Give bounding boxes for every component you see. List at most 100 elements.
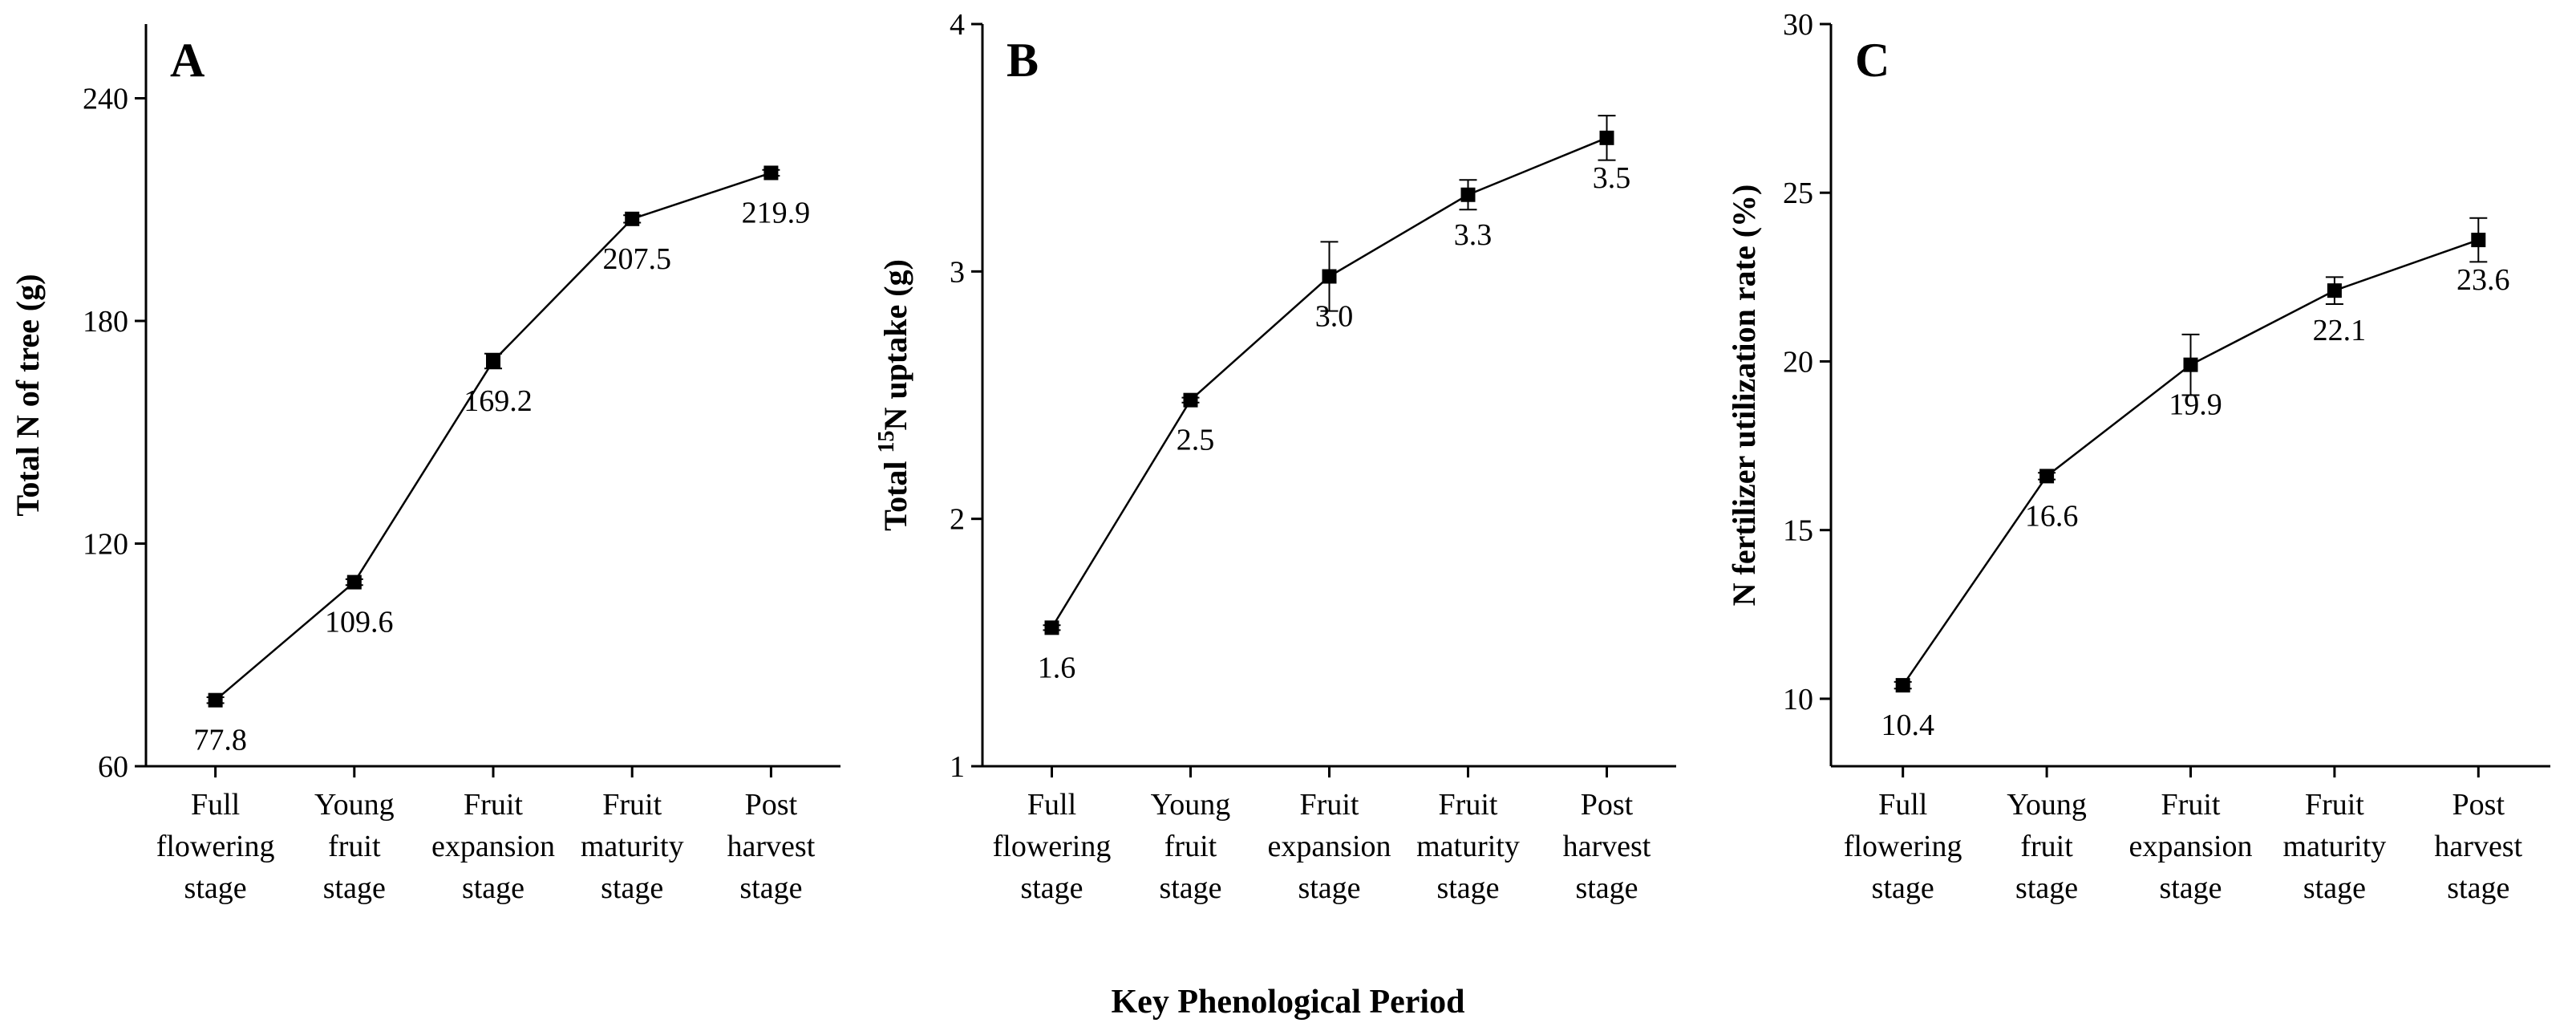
- panel-b-x-tick-label: Post: [1581, 788, 1634, 822]
- panel-c-letter: C: [1855, 34, 1889, 87]
- panel-a-x-tick-label: stage: [601, 871, 663, 905]
- panel-b-letter: B: [1007, 34, 1039, 87]
- panel-b-x-tick-label: Fruit: [1439, 788, 1498, 822]
- panel-c-y-tick-label: 25: [1783, 177, 1813, 210]
- panel-a: 60 120 180 240 Full flowering stage Young fruit s…: [10, 24, 840, 905]
- panel-c-x-tick-label: stage: [2015, 871, 2078, 905]
- panel-c-y-tick-label: 15: [1783, 514, 1813, 548]
- panel-b-x-tick-label: maturity: [1416, 830, 1520, 863]
- panel-a-data-label: 219.9: [742, 196, 811, 229]
- panel-c-y-tick-label: 30: [1783, 8, 1813, 42]
- panel-a-data-point: [763, 165, 779, 181]
- panel-c-x-tick-label: expansion: [2128, 830, 2252, 863]
- panel-a-x-tick-label: Full: [191, 788, 240, 822]
- panel-a-data-point: [346, 574, 362, 590]
- panel-b-data-label: 3.5: [1593, 161, 1631, 195]
- panel-a-x-tick-label: Young: [314, 788, 395, 822]
- panel-a-x-tick-label: stage: [739, 871, 802, 905]
- panel-a-data-label: 77.8: [193, 724, 247, 757]
- panel-b-x-tick-label: Full: [1027, 788, 1076, 822]
- panel-c-x-tick-label: stage: [2447, 871, 2509, 905]
- panel-b-x-tick-label: Young: [1151, 788, 1231, 822]
- panel-c-x-tick-label: maturity: [2283, 830, 2387, 863]
- panel-a-y-axis-label: Total N of tree (g): [10, 274, 46, 516]
- panel-a-data-label: 109.6: [325, 606, 394, 639]
- panel-b-x-tick-label: expansion: [1267, 830, 1391, 863]
- panel-a-letter: A: [170, 34, 205, 87]
- panel-a-x-tick-label: expansion: [431, 830, 555, 863]
- panel-c-data-point: [2183, 357, 2198, 372]
- panel-b-data-point: [1460, 187, 1476, 202]
- panel-a-y-tick-label: 240: [83, 83, 128, 116]
- panel-b-data-label: 3.0: [1315, 300, 1354, 334]
- panel-a-x-tick-label: Fruit: [464, 788, 523, 822]
- panel-c-x-tick-label: stage: [1872, 871, 1934, 905]
- panel-b-data-label: 1.6: [1038, 651, 1076, 684]
- panel-b-x-tick-label: stage: [1020, 871, 1083, 905]
- panel-a-x-tick-label: stage: [323, 871, 386, 905]
- panel-b-data-point: [1183, 392, 1198, 408]
- panel-a-y-tick-label: 120: [83, 528, 128, 562]
- panel-c-y-tick-label: 10: [1783, 683, 1813, 716]
- panel-b-x-tick-label: stage: [1298, 871, 1360, 905]
- panel-a-y-tick-label: 180: [83, 305, 128, 339]
- panel-a-x-tick-label: Fruit: [602, 788, 662, 822]
- panel-c-data-point: [2471, 233, 2486, 248]
- panel-b-y-tick-label: 1: [950, 750, 965, 784]
- panel-b-x-tick-label: stage: [1436, 871, 1499, 905]
- panel-c-series-line: [1902, 238, 2479, 686]
- panel-c-x-tick-label: stage: [2303, 871, 2366, 905]
- panel-c-y-axis-label: N fertilizer utilization rate (%): [1726, 185, 1762, 607]
- panel-c-data-label: 10.4: [1881, 708, 1934, 742]
- panel-a-y-tick-label: 60: [98, 750, 128, 784]
- panel-b-data-point: [1599, 130, 1614, 145]
- panel-a-x-tick-label: flowering: [156, 830, 275, 863]
- panel-a-x-tick-label: Post: [745, 788, 798, 822]
- panel-a-data-point: [486, 353, 500, 368]
- panel-c: 10 15 20 25 30 Full flowering stage Young fruit st…: [1726, 8, 2550, 905]
- panel-a-data-label: 169.2: [464, 384, 533, 418]
- panel-a-x-tick-label: stage: [462, 871, 525, 905]
- panel-b-x-tick-label: stage: [1159, 871, 1221, 905]
- panel-c-x-tick-label: Post: [2452, 788, 2505, 822]
- panel-c-data-label: 22.1: [2313, 314, 2367, 347]
- panel-a-data-label: 207.5: [602, 242, 671, 276]
- panel-c-data-point: [1895, 678, 1910, 693]
- panel-c-x-tick-label: Fruit: [2161, 788, 2221, 822]
- panel-b-data-point: [1044, 620, 1059, 635]
- panel-c-x-tick-label: stage: [2159, 871, 2222, 905]
- panel-b-x-tick-label: Fruit: [1300, 788, 1359, 822]
- panel-a-x-tick-label: fruit: [328, 830, 381, 863]
- panel-c-y-tick-label: 20: [1783, 345, 1813, 379]
- panel-c-x-tick-label: flowering: [1844, 830, 1962, 863]
- panel-c-data-point: [2039, 469, 2055, 484]
- panel-b-y-tick-label: 3: [950, 255, 965, 289]
- panel-b-data-label: 2.5: [1177, 424, 1215, 457]
- panel-c-x-tick-label: Fruit: [2305, 788, 2364, 822]
- panel-c-x-tick-label: fruit: [2020, 830, 2073, 863]
- panel-c-data-label: 19.9: [2169, 388, 2222, 422]
- panel-b-x-tick-label: flowering: [993, 830, 1112, 863]
- panel-b-data-point: [1322, 269, 1337, 284]
- panel-a-x-tick-label: maturity: [581, 830, 684, 863]
- panel-c-data-label: 23.6: [2457, 263, 2510, 297]
- panel-a-data-point: [625, 211, 640, 226]
- panel-b-x-tick-label: harvest: [1563, 830, 1651, 863]
- panel-b-y-axis-label: Total 15N uptake (g): [874, 259, 913, 531]
- x-axis-title: Key Phenological Period: [1112, 984, 1465, 1021]
- panel-b-x-tick-label: stage: [1575, 871, 1638, 905]
- panel-b-data-label: 3.3: [1454, 218, 1493, 252]
- panel-c-x-tick-label: Young: [2007, 788, 2087, 822]
- panel-b-y-tick-label: 4: [950, 8, 965, 42]
- panel-a-data-point: [208, 692, 223, 708]
- panel-b: 1 2 3 4 Full flowering stage Young fruit stage Fru…: [874, 8, 1676, 905]
- panel-c-data-label: 16.6: [2025, 499, 2079, 533]
- panel-a-x-tick-label: harvest: [727, 830, 816, 863]
- panel-b-y-tick-label: 2: [950, 503, 965, 537]
- panel-c-data-point: [2327, 283, 2342, 298]
- panel-c-x-tick-label: Full: [1878, 788, 1927, 822]
- panel-a-series-line: [214, 172, 772, 701]
- panel-b-x-tick-label: fruit: [1164, 830, 1217, 863]
